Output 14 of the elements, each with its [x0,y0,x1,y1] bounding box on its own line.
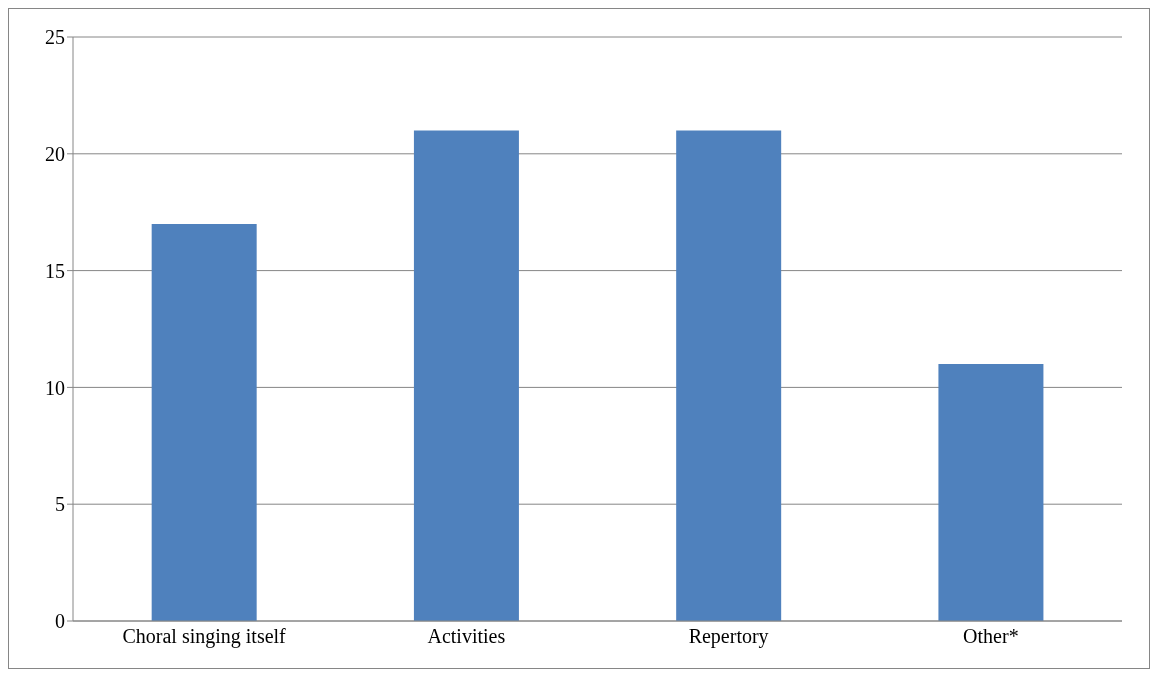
y-tick-label: 10 [45,376,65,399]
x-tick-label: Other* [963,625,1019,648]
x-tick-label: Activities [427,625,506,648]
bar [676,130,782,621]
y-tick-label: 15 [45,259,65,282]
bar [413,130,519,621]
y-tick-label: 25 [45,26,65,49]
y-tick-label: 0 [55,610,65,633]
x-tick-label: Repertory [688,625,769,649]
y-tick-label: 20 [45,142,65,165]
x-tick-label: Choral singing itself [122,625,287,649]
bar [938,364,1044,621]
y-tick-label: 5 [55,493,65,516]
bar [151,223,257,621]
